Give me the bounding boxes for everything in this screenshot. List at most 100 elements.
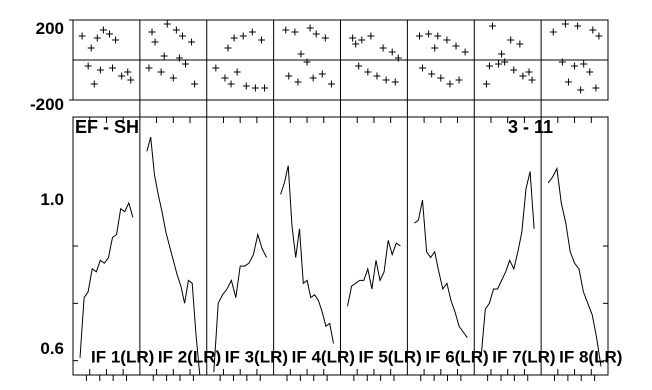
scatter-point [379, 44, 387, 52]
scatter-point [99, 26, 107, 34]
scatter-point [160, 52, 168, 60]
series-line [213, 232, 268, 373]
scatter-point [212, 64, 220, 72]
scatter-point [501, 58, 509, 66]
y-tick-label-0-6: 0.6 [40, 339, 64, 358]
scatter-point [586, 68, 594, 76]
scatter-point [306, 24, 314, 32]
series-line [280, 165, 334, 344]
scatter-point [309, 74, 317, 82]
scatter-point [148, 28, 156, 36]
scatter-point [443, 36, 451, 44]
scatter-point [251, 84, 259, 92]
scatter-point [461, 48, 469, 56]
scatter-point [482, 80, 490, 88]
scatter-point [78, 32, 86, 40]
scatter-point [498, 50, 506, 58]
series-line [79, 201, 134, 358]
scatter-point [90, 80, 98, 88]
scatter-point [151, 38, 159, 46]
series-line [146, 136, 201, 376]
scatter-point [352, 40, 360, 48]
series-label: IF 8(LR) [559, 348, 622, 367]
scatter-point [488, 22, 496, 30]
scatter-point [248, 28, 256, 36]
scatter-point [425, 30, 433, 38]
scatter-point [592, 84, 600, 92]
scatter-point [127, 76, 135, 84]
scatter-point [519, 72, 527, 80]
series-label: IF 2(LR) [158, 348, 221, 367]
scatter-point [191, 80, 199, 88]
scatter-point [437, 74, 445, 82]
series-line [347, 240, 401, 307]
scatter-point [516, 40, 524, 48]
scatter-point [394, 54, 402, 62]
scatter-point [382, 76, 390, 84]
scatter-point [230, 34, 238, 42]
scatter-point [510, 66, 518, 74]
scatter-point [118, 72, 126, 80]
series-label: IF 4(LR) [292, 348, 355, 367]
scatter-point [169, 74, 177, 82]
scatter-point [303, 58, 311, 66]
scatter-point [297, 50, 305, 58]
scatter-point [580, 60, 588, 68]
scatter-point [364, 68, 372, 76]
series-label: IF 7(LR) [492, 348, 555, 367]
scatter-point [257, 36, 265, 44]
scatter-point [431, 44, 439, 52]
series-line [480, 171, 535, 355]
scatter-point [434, 32, 442, 40]
scatter-point [96, 66, 104, 74]
scatter-point [261, 84, 269, 92]
series-label: IF 5(LR) [359, 348, 422, 367]
scatter-point [595, 32, 603, 40]
series-line [414, 200, 468, 338]
scatter-point [327, 80, 335, 88]
scatter-point [507, 36, 515, 44]
scatter-point [239, 32, 247, 40]
scatter-point [221, 74, 229, 82]
scatter-point [525, 68, 533, 76]
scatter-point [373, 72, 381, 80]
scatter-point [178, 32, 186, 40]
scatter-point [291, 28, 299, 36]
scatter-point [558, 58, 566, 66]
scatter-point [224, 44, 232, 52]
scatter-point [388, 48, 396, 56]
scatter-point [564, 78, 572, 86]
scatter-point [112, 36, 120, 44]
scatter-point [419, 64, 427, 72]
scatter-point [93, 34, 101, 42]
scatter-point [391, 78, 399, 86]
scatter-point [312, 30, 320, 38]
scatter-point [227, 80, 235, 88]
series-line [547, 166, 602, 367]
scatter-point [561, 20, 569, 28]
series-label: IF 6(LR) [425, 348, 488, 367]
annotation-ef-sh: EF - SH [75, 117, 139, 137]
scatter-point [242, 82, 250, 90]
scatter-point [367, 32, 375, 40]
scatter-point [577, 86, 585, 94]
y-tick-label-minus-200: -200 [30, 95, 64, 114]
scatter-point [87, 44, 95, 52]
series-label: IF 1(LR) [91, 348, 154, 367]
scatter-point [109, 64, 117, 72]
scatter-point [446, 80, 454, 88]
scatter-point [188, 38, 196, 46]
scatter-point [589, 26, 597, 34]
scatter-point [355, 62, 363, 70]
scatter-point [285, 72, 293, 80]
scatter-point [318, 70, 326, 78]
scatter-point [349, 34, 357, 42]
scatter-point [528, 76, 536, 84]
scatter-point [157, 68, 165, 76]
scatter-point [571, 62, 579, 70]
scatter-point [358, 36, 366, 44]
y-tick-label-200: 200 [36, 19, 64, 38]
scatter-point [84, 62, 92, 70]
scatter-point [452, 42, 460, 50]
